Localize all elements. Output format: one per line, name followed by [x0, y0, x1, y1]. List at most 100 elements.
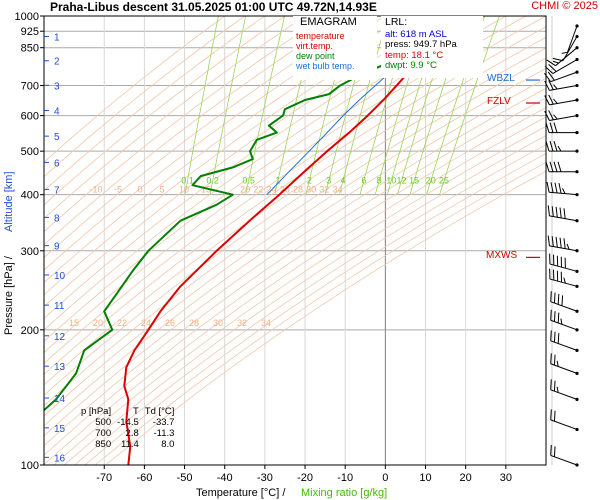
wind-barb-flag — [545, 161, 550, 172]
x-axis-label-mixing: Mixing ratio [g/kg] — [301, 487, 387, 499]
x-tick-label: -20 — [297, 472, 313, 484]
table-cell: 2.8 — [125, 428, 139, 439]
wind-barb-flag — [561, 51, 568, 54]
wind-barb-flag — [553, 122, 558, 133]
wind-barb-station — [575, 114, 579, 118]
wind-barb-flag — [553, 410, 556, 422]
wind-barb — [547, 205, 579, 223]
wind-barb-station — [575, 149, 579, 153]
altitude-tick-label: 16 — [54, 453, 66, 464]
mixing-ratio-label: 0.5 — [242, 176, 255, 186]
wind-barb-station — [575, 309, 579, 313]
wind-barb-station — [575, 170, 579, 174]
dry-adiabat — [53, 125, 546, 465]
wind-barb-flag — [557, 333, 560, 344]
dry-adiabat-label: 5 — [159, 185, 164, 195]
wind-barb-staff — [549, 263, 578, 272]
wind-barb-flag — [561, 295, 564, 306]
wind-barb-flag — [544, 73, 552, 82]
lrl-info: LRL: alt: 618 m ASL press: 949.7 hPa tem… — [381, 16, 483, 78]
altitude-tick-label: 9 — [54, 242, 60, 253]
mixing-ratio-label: 6 — [361, 176, 366, 186]
dry-adiabat — [44, 16, 306, 219]
wind-barb-flag — [551, 236, 554, 247]
x-tick-label: 20 — [460, 472, 472, 484]
mixing-ratio-label: 3 — [326, 176, 331, 186]
wind-barb-station — [575, 397, 579, 401]
wind-barb-flag — [553, 114, 558, 120]
lrl-altitude: alt: 618 m ASL — [385, 28, 447, 40]
wind-barb-station — [575, 98, 579, 102]
wind-barb-staff — [566, 25, 578, 53]
table-cell: 700 — [95, 428, 112, 439]
dry-adiabat-label: 30 — [306, 185, 316, 195]
wind-barb — [545, 122, 579, 135]
wind-barb-staff — [550, 340, 578, 351]
wind-barb-flag — [547, 71, 555, 81]
dry-adiabat — [44, 16, 266, 192]
wind-barb-staff — [550, 419, 578, 430]
legend: EMAGRAM temperature virt.temp. dew point… — [293, 16, 377, 80]
wind-barb — [544, 57, 579, 74]
wind-barb-station — [575, 83, 579, 88]
wind-barb-flag — [556, 360, 559, 367]
altitude-tick-label: 1 — [54, 33, 60, 44]
wind-barb-station — [575, 34, 579, 39]
wind-barb-staff — [549, 278, 578, 287]
wind-barb — [550, 444, 579, 467]
wind-barb-staff — [549, 85, 578, 91]
x-tick-label: -10 — [337, 472, 353, 484]
wind-barb-flag — [553, 380, 556, 392]
wind-barb-flag — [550, 309, 552, 321]
wind-barb-staff — [550, 71, 578, 83]
altitude-tick-label: 14 — [54, 394, 66, 405]
wind-barb-station — [575, 130, 579, 135]
dry-adiabat-label: 15 — [69, 318, 79, 328]
wind-barb-flag — [563, 277, 566, 284]
level-label-fzlv: FZLV — [487, 96, 511, 108]
dry-adiabat-label: 10 — [179, 185, 189, 195]
mixing-ratio-label: 0.2 — [206, 176, 219, 186]
axes: -70 -60 -50 -40 -30 -20 -10 0 10 20 30100200300400… — [15, 11, 547, 484]
wind-barb-staff — [550, 454, 578, 466]
table-cell: -33.7 — [152, 417, 175, 428]
pressure-tick-label: 700 — [21, 81, 39, 93]
table-cell: 8.0 — [161, 439, 175, 450]
wind-barb-flag — [557, 293, 560, 305]
lrl-title: LRL: — [385, 16, 408, 28]
x-tick-label: -60 — [136, 472, 152, 484]
table-row: 850 11.4 8.0 — [78, 439, 177, 450]
wind-barb-station — [575, 46, 579, 50]
dry-adiabat — [44, 16, 246, 178]
wind-barb-flag — [566, 243, 570, 250]
pressure-tick-label: 100 — [21, 460, 39, 472]
wind-barb — [550, 353, 579, 375]
x-tick-label: -40 — [217, 472, 233, 484]
page-title: Praha-Libus descent 31.05.2025 01:00 UTC… — [50, 0, 377, 14]
wind-barb-flag — [557, 161, 562, 172]
dry-adiabat-label: 15 — [201, 185, 211, 195]
wind-barb-station — [575, 371, 579, 375]
dry-adiabat — [44, 116, 546, 465]
dry-adiabat-label: 34 — [333, 185, 343, 195]
dry-adiabat — [44, 87, 546, 437]
wind-barb-flag — [549, 161, 554, 172]
pressure-tick-label: 500 — [21, 146, 39, 158]
altitude-tick-label: 6 — [54, 158, 60, 169]
mixing-ratio-label: 4 — [341, 176, 346, 186]
legend-item: wet bulb temp. — [296, 61, 355, 71]
wind-barb-flag — [550, 409, 552, 420]
wind-barb-staff — [550, 363, 578, 374]
dry-adiabat-label: 20 — [240, 185, 250, 195]
wind-barb-staff — [550, 319, 578, 331]
wind-barb-staff — [550, 301, 578, 312]
dry-adiabat — [44, 36, 546, 386]
wind-barb-flag — [550, 353, 552, 364]
dry-adiabat — [44, 107, 546, 456]
wind-barb-flag — [550, 291, 552, 302]
wind-barb-flag — [553, 84, 558, 90]
y-axis-label-altitude: Altitude [km] — [3, 171, 15, 232]
wind-barb-station — [575, 57, 579, 62]
wind-barb-flag — [553, 446, 556, 457]
wind-barb-station — [575, 427, 579, 432]
